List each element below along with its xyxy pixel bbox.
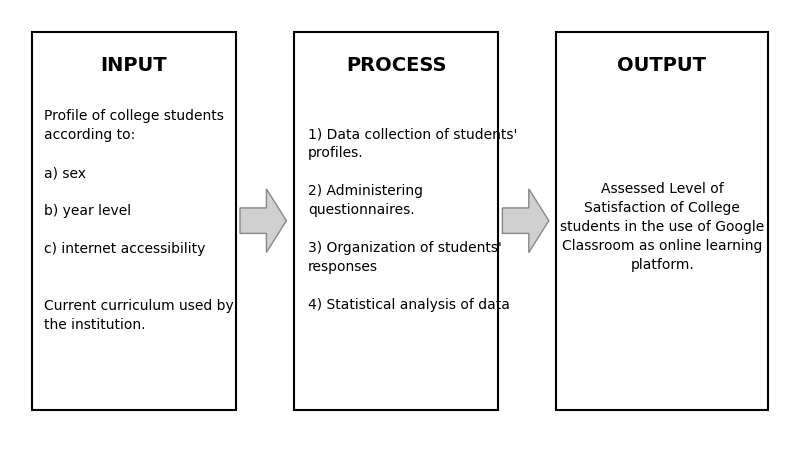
Text: Profile of college students
according to:

a) sex

b) year level

c) internet ac: Profile of college students according to… xyxy=(44,109,234,332)
Bar xyxy=(556,32,768,410)
Polygon shape xyxy=(240,189,286,253)
Text: 1) Data collection of students'
profiles.

2) Administering
questionnaires.

3) : 1) Data collection of students' profiles… xyxy=(308,127,518,312)
Text: OUTPUT: OUTPUT xyxy=(618,56,706,76)
Text: PROCESS: PROCESS xyxy=(346,56,446,76)
Bar xyxy=(32,32,236,410)
Text: Assessed Level of
Satisfaction of College
students in the use of Google
Classroo: Assessed Level of Satisfaction of Colleg… xyxy=(560,182,765,272)
Bar xyxy=(294,32,498,410)
Polygon shape xyxy=(502,189,549,253)
Text: INPUT: INPUT xyxy=(101,56,167,76)
